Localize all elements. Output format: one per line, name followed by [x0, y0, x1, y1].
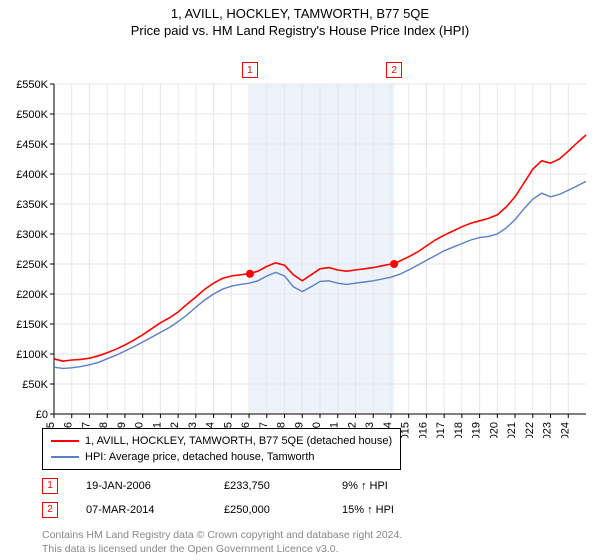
sale-marker-icon: 2: [42, 502, 58, 518]
sale-pct: 15% ↑ HPI: [342, 504, 394, 516]
sale-price: £250,000: [224, 504, 314, 516]
legend-label: 1, AVILL, HOCKLEY, TAMWORTH, B77 5QE (de…: [85, 433, 392, 449]
attribution-footer: Contains HM Land Registry data © Crown c…: [42, 528, 402, 556]
sale-row: 2 07-MAR-2014 £250,000 15% ↑ HPI: [42, 498, 394, 522]
svg-text:£200K: £200K: [16, 289, 48, 301]
sale-marker: 2: [386, 62, 402, 78]
svg-text:£0: £0: [36, 409, 48, 421]
svg-text:2024: 2024: [559, 422, 571, 438]
svg-text:£450K: £450K: [16, 139, 48, 151]
line-chart: £0 £50K £100K £150K £200K £250K £300K £350K £400…: [0, 38, 600, 438]
svg-text:2022: 2022: [524, 422, 536, 438]
sale-pct: 9% ↑ HPI: [342, 480, 388, 492]
svg-text:£400K: £400K: [16, 169, 48, 181]
title-block: 1, AVILL, HOCKLEY, TAMWORTH, B77 5QE Pri…: [0, 0, 600, 38]
chart-title: 1, AVILL, HOCKLEY, TAMWORTH, B77 5QE: [0, 6, 600, 21]
svg-text:£500K: £500K: [16, 109, 48, 121]
sale-date: 07-MAR-2014: [86, 504, 196, 516]
legend-swatch: [51, 456, 79, 458]
sale-marker: 1: [242, 62, 258, 78]
svg-text:2021: 2021: [506, 422, 518, 438]
legend-swatch: [51, 440, 79, 442]
footer-line: Contains HM Land Registry data © Crown c…: [42, 528, 402, 542]
sale-date: 19-JAN-2006: [86, 480, 196, 492]
legend-item: HPI: Average price, detached house, Tamw…: [51, 449, 392, 465]
sale-row: 1 19-JAN-2006 £233,750 9% ↑ HPI: [42, 474, 394, 498]
svg-text:2015: 2015: [400, 422, 412, 438]
svg-text:2018: 2018: [453, 422, 465, 438]
legend-item: 1, AVILL, HOCKLEY, TAMWORTH, B77 5QE (de…: [51, 433, 392, 449]
footer-line: This data is licensed under the Open Gov…: [42, 542, 402, 556]
svg-text:2020: 2020: [488, 422, 500, 438]
chart-subtitle: Price paid vs. HM Land Registry's House …: [0, 23, 600, 38]
svg-text:£250K: £250K: [16, 259, 48, 271]
sales-table: 1 19-JAN-2006 £233,750 9% ↑ HPI 2 07-MAR-2014…: [42, 474, 394, 522]
svg-text:£100K: £100K: [16, 349, 48, 361]
svg-text:£300K: £300K: [16, 229, 48, 241]
svg-text:2019: 2019: [471, 422, 483, 438]
legend: 1, AVILL, HOCKLEY, TAMWORTH, B77 5QE (de…: [42, 428, 401, 470]
sale-marker-icon: 1: [42, 478, 58, 494]
svg-text:£350K: £350K: [16, 199, 48, 211]
svg-text:£50K: £50K: [22, 379, 48, 391]
svg-text:£550K: £550K: [16, 79, 48, 91]
legend-label: HPI: Average price, detached house, Tamw…: [85, 449, 315, 465]
svg-text:2016: 2016: [417, 422, 429, 438]
svg-text:2023: 2023: [542, 422, 554, 438]
svg-text:2017: 2017: [435, 422, 447, 438]
sale-price: £233,750: [224, 480, 314, 492]
chart-container: 1, AVILL, HOCKLEY, TAMWORTH, B77 5QE Pri…: [0, 0, 600, 560]
svg-text:£150K: £150K: [16, 319, 48, 331]
